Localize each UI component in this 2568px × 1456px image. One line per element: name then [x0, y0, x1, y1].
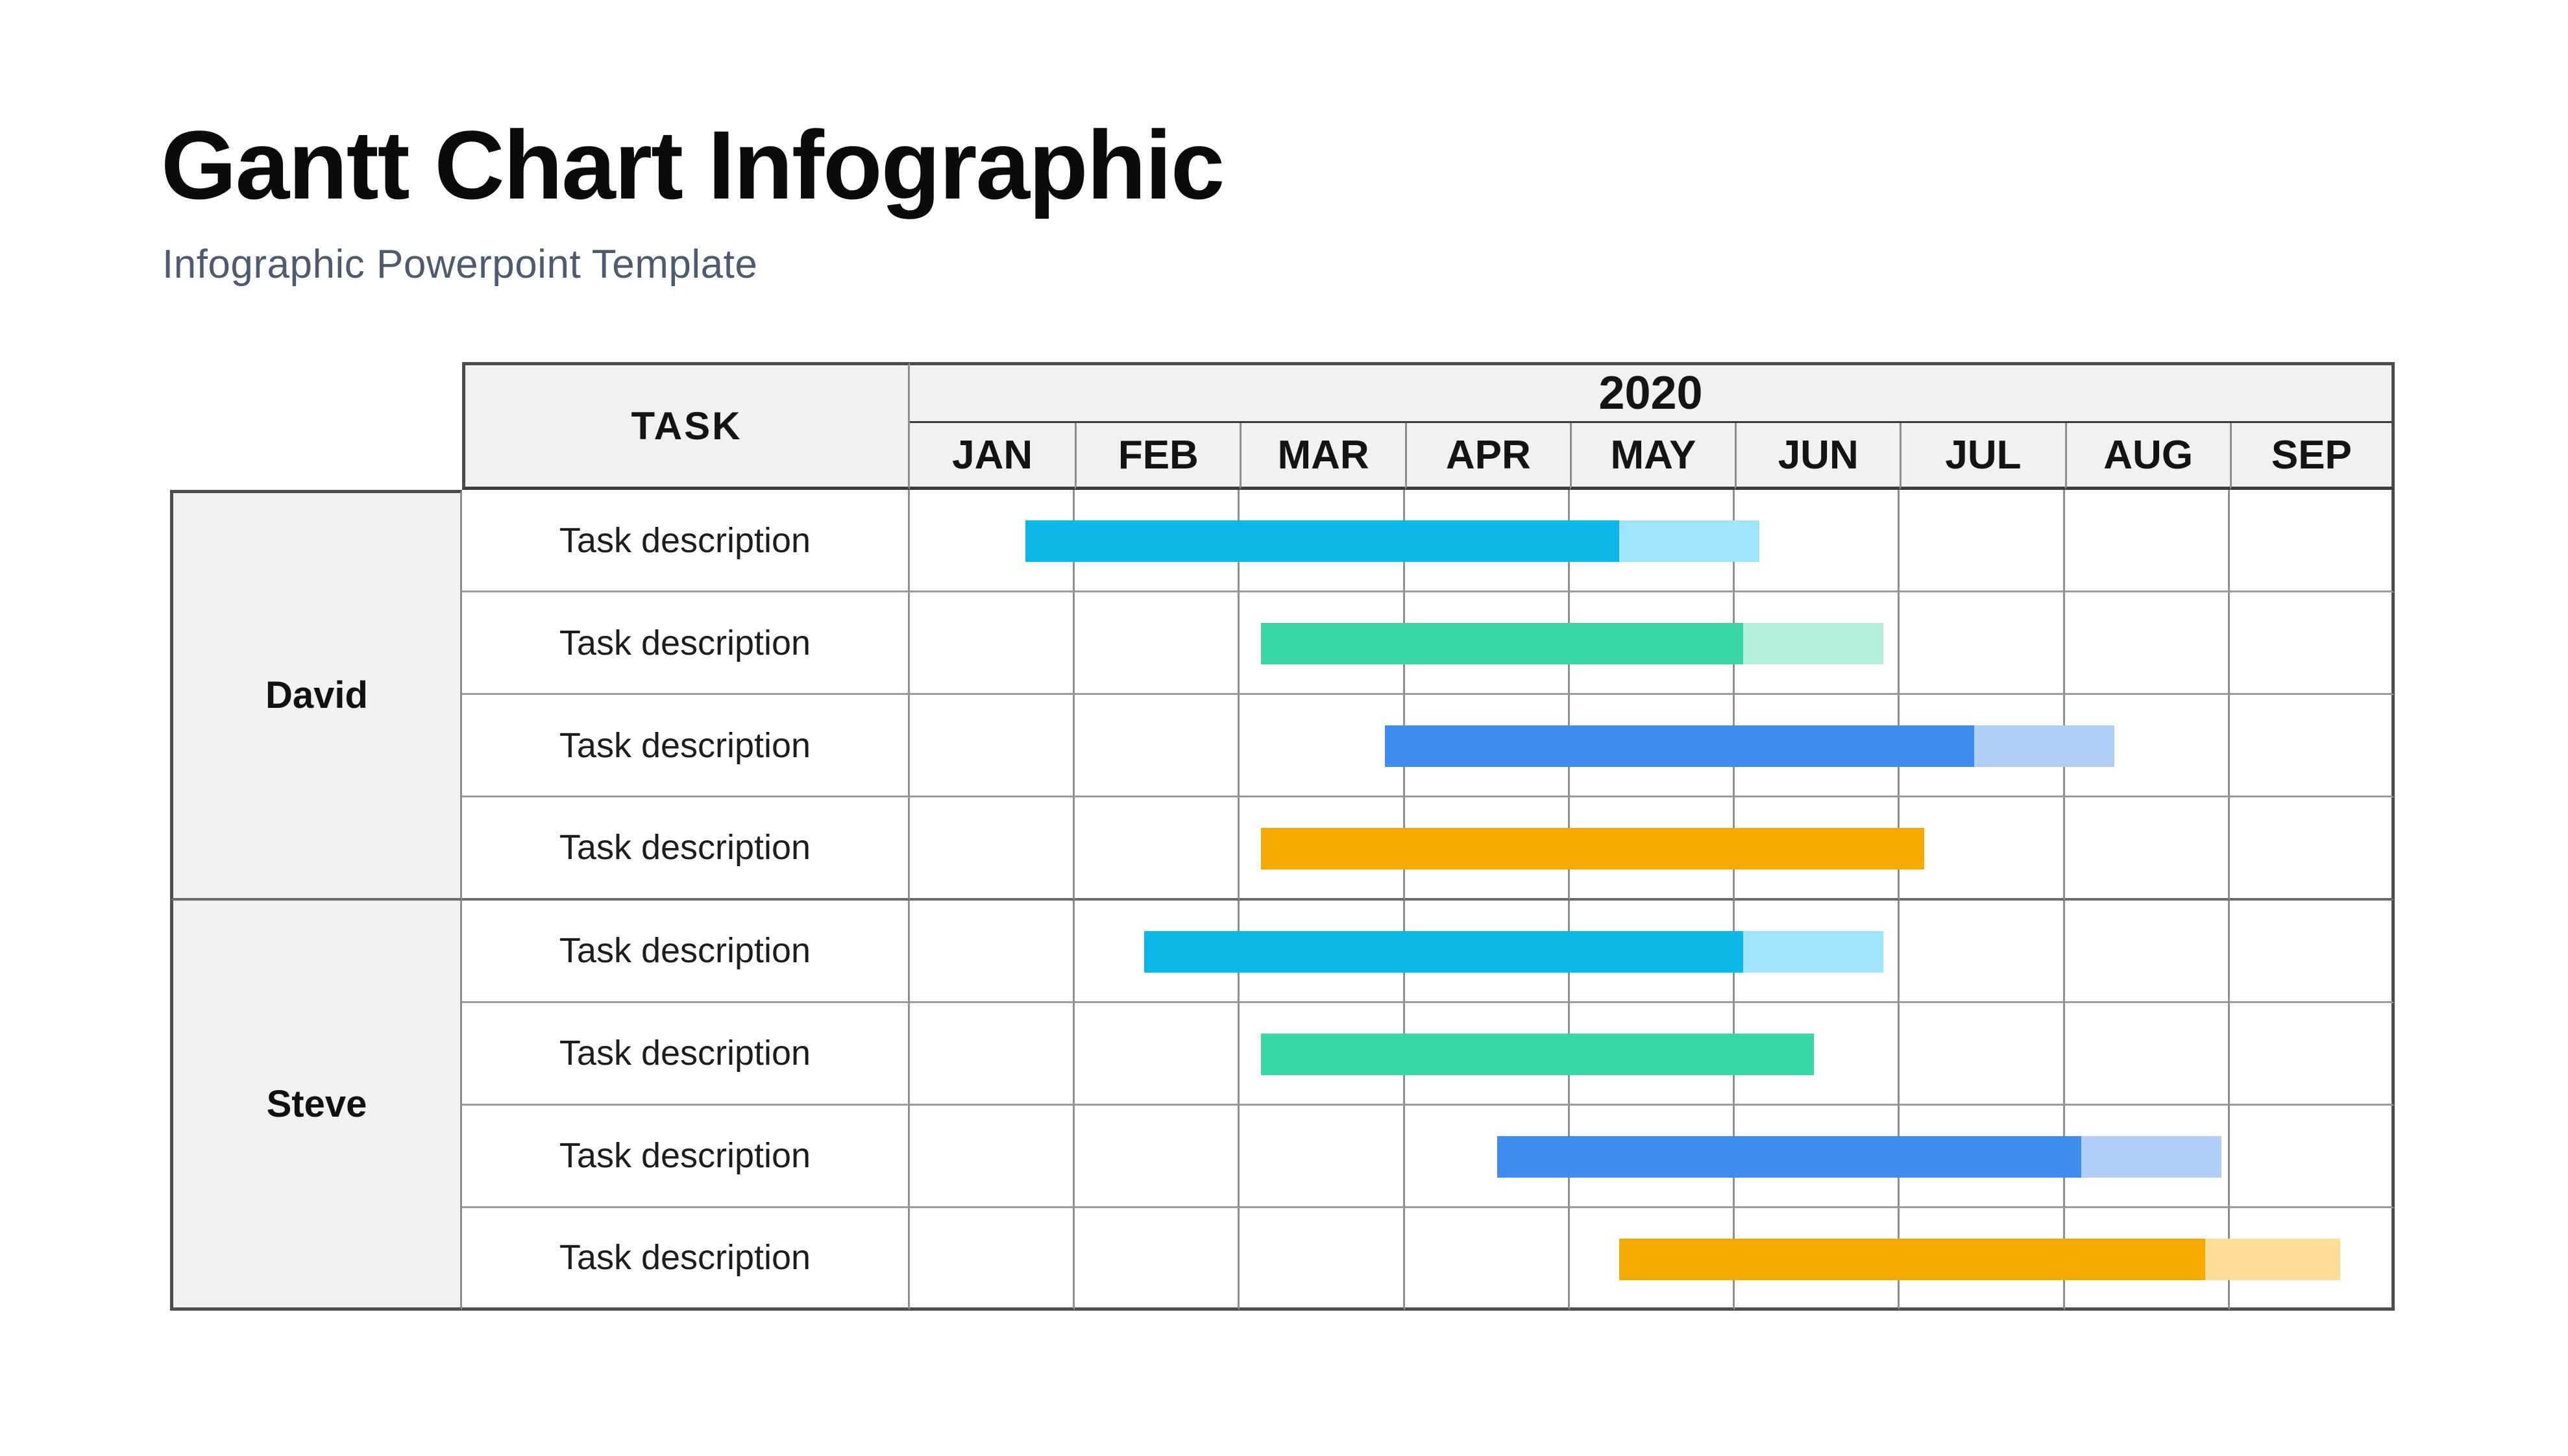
- gantt-bar-cyan: [1025, 520, 1620, 563]
- month-header-feb: FEB: [1075, 423, 1240, 490]
- task-column-header: TASK: [462, 362, 910, 490]
- gantt-bar-cyan-faded: [1619, 520, 1760, 563]
- grid-cell: [2229, 695, 2395, 798]
- page-title: Gantt Chart Infographic: [161, 110, 1225, 219]
- grid-cell: [910, 1002, 1075, 1106]
- grid-cell: [1240, 695, 1405, 798]
- grid-cell: [1735, 490, 1900, 593]
- month-header-aug: AUG: [2064, 423, 2230, 490]
- grid-cell: [1075, 1207, 1240, 1311]
- group-name-cell-steve: Steve: [170, 900, 462, 1311]
- task-label-cell: Task description: [462, 1002, 910, 1106]
- gantt-bar-cyan: [1143, 930, 1743, 973]
- grid-cell: [1900, 1002, 2065, 1106]
- gantt-bar-orange: [1619, 1238, 2205, 1280]
- gantt-bar-orange: [1261, 828, 1925, 870]
- task-label-cell: Task description: [462, 1105, 910, 1208]
- grid-cell: [2064, 592, 2230, 696]
- month-header-sep: SEP: [2229, 423, 2395, 490]
- grid-cell: [1900, 490, 2065, 593]
- grid-cell: [2064, 1002, 2230, 1106]
- grid-cell: [1900, 900, 2065, 1003]
- grid-cell: [1900, 592, 2065, 696]
- grid-cell: [910, 1207, 1075, 1311]
- month-header-jul: JUL: [1900, 423, 2065, 490]
- gantt-bar-green: [1261, 1033, 1815, 1075]
- year-header: 2020: [910, 362, 2395, 423]
- group-name-cell-david: David: [170, 490, 462, 901]
- task-label-cell: Task description: [462, 490, 910, 593]
- task-label-cell: Task description: [462, 900, 910, 1003]
- gantt-bar-blue-faded: [1974, 725, 2114, 768]
- grid-cell: [2229, 797, 2395, 901]
- grid-cell: [2229, 592, 2395, 696]
- grid-cell: [1900, 797, 2065, 901]
- gantt-bar-green-faded: [1743, 623, 1883, 665]
- month-header-may: MAY: [1569, 423, 1735, 490]
- gantt-bar-green: [1261, 623, 1743, 665]
- month-header-apr: APR: [1404, 423, 1570, 490]
- task-label-cell: Task description: [462, 695, 910, 798]
- grid-cell: [2229, 1002, 2395, 1106]
- grid-cell: [2229, 1105, 2395, 1208]
- grid-cell: [1075, 797, 1240, 901]
- grid-cell: [1075, 592, 1240, 696]
- grid-cell: [1075, 1105, 1240, 1208]
- grid-cell: [2229, 490, 2395, 593]
- grid-cell: [1075, 1002, 1240, 1106]
- grid-cell: [1735, 1002, 1900, 1106]
- task-label-cell: Task description: [462, 1207, 910, 1311]
- grid-cell: [2229, 900, 2395, 1003]
- grid-cell: [1404, 1207, 1570, 1311]
- task-label-cell: Task description: [462, 592, 910, 696]
- gantt-bar-orange-faded: [2205, 1238, 2341, 1280]
- grid-cell: [1240, 1105, 1405, 1208]
- grid-cell: [2064, 797, 2230, 901]
- grid-cell: [2064, 490, 2230, 593]
- gantt-bar-blue-faded: [2081, 1135, 2222, 1178]
- grid-cell: [910, 900, 1075, 1003]
- month-header-jan: JAN: [910, 423, 1075, 490]
- month-header-jun: JUN: [1735, 423, 1900, 490]
- grid-cell: [910, 797, 1075, 901]
- grid-cell: [2064, 900, 2230, 1003]
- gantt-bar-blue: [1497, 1135, 2081, 1178]
- grid-cell: [910, 695, 1075, 798]
- grid-cell: [910, 592, 1075, 696]
- page-subtitle: Infographic Powerpoint Template: [162, 242, 758, 287]
- month-header-mar: MAR: [1240, 423, 1405, 490]
- grid-cell: [1075, 695, 1240, 798]
- gantt-bar-cyan-faded: [1743, 930, 1883, 973]
- gantt-bar-blue: [1385, 725, 1974, 768]
- grid-cell: [910, 1105, 1075, 1208]
- task-label-cell: Task description: [462, 797, 910, 901]
- grid-cell: [1240, 1207, 1405, 1311]
